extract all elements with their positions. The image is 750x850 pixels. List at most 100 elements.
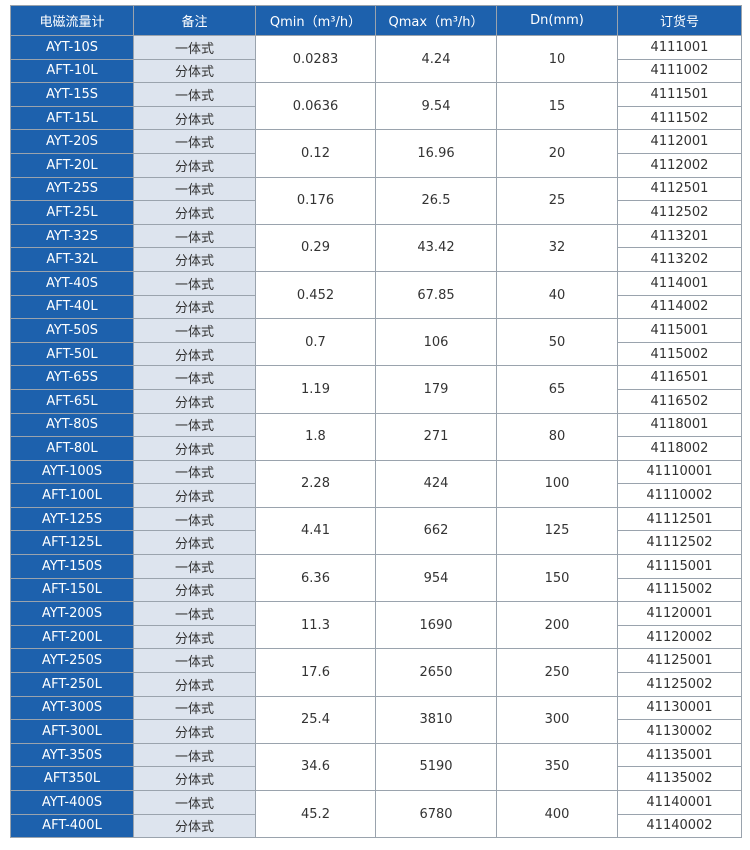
qmin-cell: 0.0283 bbox=[255, 34, 376, 84]
note-cell: 分体式 bbox=[133, 341, 256, 367]
table-row: AFT-40L 分体式 4114002 bbox=[10, 294, 742, 320]
code-cell: 41130001 bbox=[617, 695, 742, 721]
table-row: AFT-100L 分体式 41110002 bbox=[10, 483, 742, 508]
table-row: AFT-80L 分体式 4118002 bbox=[10, 436, 742, 461]
note-cell: 分体式 bbox=[133, 105, 256, 131]
qmax-cell: 954 bbox=[375, 554, 497, 603]
dn-cell: 25 bbox=[496, 176, 618, 225]
note-cell: 分体式 bbox=[133, 766, 256, 791]
model-cell: AFT-25L bbox=[10, 200, 134, 225]
qmin-cell: 45.2 bbox=[255, 789, 376, 839]
note-cell: 一体式 bbox=[133, 223, 256, 249]
model-cell: AYT-65S bbox=[10, 365, 134, 390]
note-cell: 一体式 bbox=[133, 318, 256, 343]
model-cell: AFT-100L bbox=[10, 483, 134, 508]
code-cell: 4116502 bbox=[617, 388, 742, 414]
dn-cell: 40 bbox=[496, 270, 618, 320]
note-cell: 分体式 bbox=[133, 294, 256, 320]
table-row: AFT-200L 分体式 41120002 bbox=[10, 624, 742, 650]
dn-cell: 150 bbox=[496, 554, 618, 603]
table-row: AYT-20S 一体式 0.12 16.96 20 4112001 bbox=[10, 129, 742, 178]
table-row: AFT-50L 分体式 4115002 bbox=[10, 341, 742, 367]
table-row: AFT-10L 分体式 4111002 bbox=[10, 58, 742, 84]
table-row: AYT-65S 一体式 1.19 179 65 4116501 bbox=[10, 365, 742, 414]
note-cell: 分体式 bbox=[133, 247, 256, 272]
model-cell: AFT-20L bbox=[10, 152, 134, 178]
code-cell: 41140001 bbox=[617, 790, 742, 815]
code-cell: 4115001 bbox=[617, 318, 742, 343]
note-cell: 一体式 bbox=[133, 412, 256, 438]
code-cell: 41125002 bbox=[617, 672, 742, 697]
qmax-cell: 6780 bbox=[375, 789, 497, 839]
code-cell: 41115002 bbox=[617, 577, 742, 603]
model-cell: AFT-50L bbox=[10, 341, 134, 367]
model-cell: AYT-200S bbox=[10, 601, 134, 626]
table-row: AYT-150S 一体式 6.36 954 150 41115001 bbox=[10, 554, 742, 603]
model-cell: AYT-10S bbox=[10, 35, 134, 60]
qmin-cell: 11.3 bbox=[255, 601, 376, 650]
dn-cell: 125 bbox=[496, 506, 618, 556]
note-cell: 分体式 bbox=[133, 483, 256, 508]
model-cell: AYT-250S bbox=[10, 648, 134, 674]
qmin-cell: 4.41 bbox=[255, 506, 376, 556]
note-cell: 分体式 bbox=[133, 152, 256, 178]
qmax-cell: 5190 bbox=[375, 742, 497, 792]
model-cell: AFT-300L bbox=[10, 719, 134, 744]
model-cell: AYT-125S bbox=[10, 506, 134, 532]
code-cell: 4112502 bbox=[617, 200, 742, 225]
table-row: AYT-125S 一体式 4.41 662 125 41112501 bbox=[10, 506, 742, 556]
dn-cell: 32 bbox=[496, 223, 618, 272]
note-cell: 一体式 bbox=[133, 554, 256, 579]
header-cell: Qmin（m³/h） bbox=[255, 5, 376, 36]
note-cell: 分体式 bbox=[133, 813, 256, 839]
table-body: AYT-10S 一体式 0.0283 4.24 10 4111001 AFT-10L 分体式 4… bbox=[10, 34, 742, 839]
qmin-cell: 6.36 bbox=[255, 554, 376, 603]
code-cell: 41110001 bbox=[617, 459, 742, 485]
qmax-cell: 106 bbox=[375, 318, 497, 367]
header-cell: 电磁流量计 bbox=[10, 5, 134, 36]
model-cell: AFT-150L bbox=[10, 577, 134, 603]
qmax-cell: 271 bbox=[375, 412, 497, 461]
dn-cell: 20 bbox=[496, 129, 618, 178]
model-cell: AFT-40L bbox=[10, 294, 134, 320]
dn-cell: 50 bbox=[496, 318, 618, 367]
code-cell: 4118002 bbox=[617, 436, 742, 461]
code-cell: 4118001 bbox=[617, 412, 742, 438]
header-cell: 订货号 bbox=[617, 5, 742, 36]
qmin-cell: 1.19 bbox=[255, 365, 376, 414]
code-cell: 41135001 bbox=[617, 742, 742, 768]
model-cell: AFT-125L bbox=[10, 530, 134, 556]
note-cell: 一体式 bbox=[133, 365, 256, 390]
model-cell: AYT-80S bbox=[10, 412, 134, 438]
table-row: AYT-400S 一体式 45.2 6780 400 41140001 bbox=[10, 789, 742, 839]
dn-cell: 350 bbox=[496, 742, 618, 792]
dn-cell: 300 bbox=[496, 695, 618, 744]
qmax-cell: 1690 bbox=[375, 601, 497, 650]
note-cell: 一体式 bbox=[133, 176, 256, 202]
model-cell: AYT-20S bbox=[10, 129, 134, 154]
dn-cell: 250 bbox=[496, 648, 618, 697]
qmax-cell: 16.96 bbox=[375, 129, 497, 178]
model-cell: AYT-50S bbox=[10, 318, 134, 343]
note-cell: 一体式 bbox=[133, 742, 256, 768]
qmax-cell: 26.5 bbox=[375, 176, 497, 225]
note-cell: 一体式 bbox=[133, 601, 256, 626]
qmin-cell: 1.8 bbox=[255, 412, 376, 461]
model-cell: AYT-32S bbox=[10, 223, 134, 249]
table-row: AYT-32S 一体式 0.29 43.42 32 4113201 bbox=[10, 223, 742, 272]
qmin-cell: 0.7 bbox=[255, 318, 376, 367]
table-row: AYT-25S 一体式 0.176 26.5 25 4112501 bbox=[10, 176, 742, 225]
note-cell: 一体式 bbox=[133, 506, 256, 532]
qmax-cell: 67.85 bbox=[375, 270, 497, 320]
header-cell: Dn(mm) bbox=[496, 5, 618, 36]
dn-cell: 15 bbox=[496, 82, 618, 131]
code-cell: 4113201 bbox=[617, 223, 742, 249]
model-cell: AFT350L bbox=[10, 766, 134, 791]
table-row: AYT-200S 一体式 11.3 1690 200 41120001 bbox=[10, 601, 742, 650]
note-cell: 分体式 bbox=[133, 530, 256, 556]
model-cell: AFT-15L bbox=[10, 105, 134, 131]
note-cell: 分体式 bbox=[133, 436, 256, 461]
code-cell: 4112001 bbox=[617, 129, 742, 154]
model-cell: AFT-10L bbox=[10, 58, 134, 84]
table-row: AFT-65L 分体式 4116502 bbox=[10, 388, 742, 414]
